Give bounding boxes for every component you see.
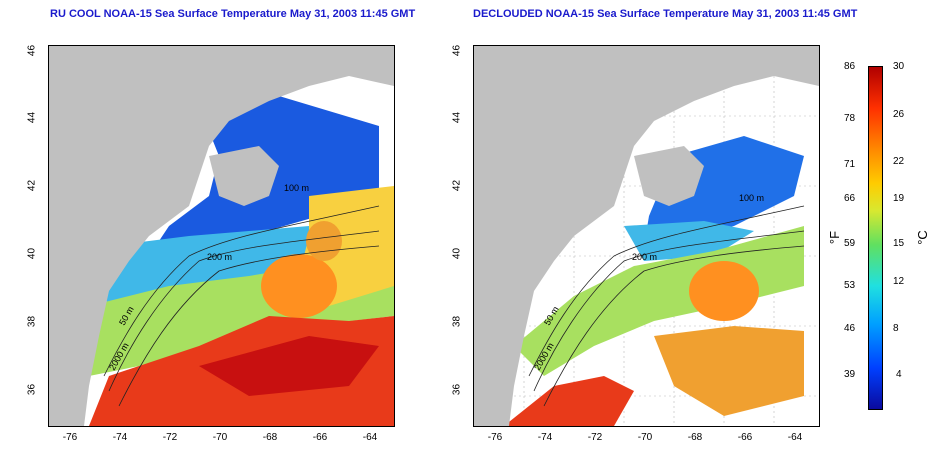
unit-celsius: °C [914,230,930,245]
x-tick-right--74: -74 [537,432,553,443]
colorbar-f-53: 53 [844,280,856,291]
isobath-100m [103,205,380,377]
unit-fahrenheit: °F [827,230,843,245]
x-tick-left--72: -72 [162,432,178,443]
right-map-title: DECLOUDED NOAA-15 Sea Surface Temperatur… [473,8,858,20]
warm-core-eddy [689,261,759,321]
right-sst-map: 200 m 2000 m 50 m 100 m [473,45,820,427]
left-sst-map: 200 m 2000 m 50 m 100 m [48,45,395,427]
left-map-title: RU COOL NOAA-15 Sea Surface Temperature … [50,8,416,20]
sst-warm-patches [654,326,804,416]
colorbar-f-86: 86 [844,61,856,72]
right-map-canvas: 200 m 2000 m 50 m 100 m [474,46,819,426]
colorbar-c-8: 8 [893,323,899,334]
temperature-colorbar [868,66,883,410]
colorbar-c-30: 30 [893,61,905,72]
y-tick-right-46: 46 [451,44,463,57]
x-tick-left--76: -76 [62,432,78,443]
x-tick-right--66: -66 [737,432,753,443]
y-tick-right-44: 44 [451,111,463,124]
left-map-canvas: 200 m 2000 m 50 m 100 m [49,46,394,426]
colorbar-f-46: 46 [844,323,856,334]
x-tick-right--70: -70 [637,432,653,443]
x-tick-left--74: -74 [112,432,128,443]
contour-label-200m: 200 m [632,252,657,262]
isobath-200m [108,230,380,392]
y-tick-right-40: 40 [451,247,463,260]
y-tick-left-36: 36 [26,383,38,396]
contour-label-200m: 200 m [207,252,232,262]
land-mass [474,46,819,426]
contour-label-100m: 100 m [739,193,764,203]
x-tick-left--68: -68 [262,432,278,443]
x-tick-left--66: -66 [312,432,328,443]
y-tick-left-46: 46 [26,44,38,57]
warm-core-eddy [261,254,337,318]
x-tick-right--64: -64 [787,432,803,443]
colorbar-f-66: 66 [844,193,856,204]
isobath-200m [533,230,805,392]
sst-hot-band [199,336,379,396]
colorbar-c-15: 15 [893,238,905,249]
colorbar-c-12: 12 [893,276,905,287]
colorbar-f-59: 59 [844,238,856,249]
colorbar-f-39: 39 [844,369,856,380]
colorbar-c-26: 26 [893,109,905,120]
y-tick-left-40: 40 [26,247,38,260]
x-tick-left--64: -64 [362,432,378,443]
x-tick-right--76: -76 [487,432,503,443]
peninsula [634,146,704,206]
colorbar-f-78: 78 [844,113,856,124]
y-tick-left-44: 44 [26,111,38,124]
y-tick-right-38: 38 [451,315,463,328]
colorbar-c-22: 22 [893,156,905,167]
land-mass [49,46,394,426]
x-tick-right--72: -72 [587,432,603,443]
y-tick-left-42: 42 [26,179,38,192]
y-tick-right-42: 42 [451,179,463,192]
y-tick-left-38: 38 [26,315,38,328]
contour-label-100m: 100 m [284,183,309,193]
peninsula [209,146,279,206]
isobath-100m [528,205,805,377]
isobath-2000m [118,245,380,407]
warm-eddy-small [306,221,342,261]
colorbar-c-19: 19 [893,193,905,204]
colorbar-f-71: 71 [844,159,856,170]
x-tick-left--70: -70 [212,432,228,443]
isobath-2000m [543,245,805,407]
x-tick-right--68: -68 [687,432,703,443]
sst-hot-region [504,376,634,426]
colorbar-c-4: 4 [896,369,902,380]
y-tick-right-36: 36 [451,383,463,396]
